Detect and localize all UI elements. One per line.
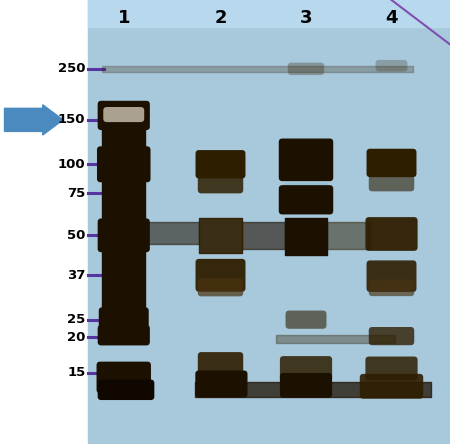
FancyBboxPatch shape — [366, 149, 417, 177]
FancyBboxPatch shape — [369, 279, 414, 296]
FancyBboxPatch shape — [98, 325, 150, 345]
FancyBboxPatch shape — [286, 311, 327, 329]
FancyBboxPatch shape — [98, 101, 150, 130]
FancyBboxPatch shape — [98, 380, 154, 400]
Text: 2: 2 — [214, 9, 227, 27]
FancyBboxPatch shape — [198, 175, 243, 194]
Text: 75: 75 — [67, 186, 86, 200]
FancyBboxPatch shape — [195, 259, 246, 292]
FancyBboxPatch shape — [279, 185, 333, 214]
Text: 1: 1 — [117, 9, 130, 27]
Text: 100: 100 — [58, 158, 86, 171]
Text: 250: 250 — [58, 62, 86, 75]
FancyBboxPatch shape — [369, 175, 414, 191]
Text: 4: 4 — [385, 9, 398, 27]
FancyBboxPatch shape — [280, 356, 332, 381]
FancyBboxPatch shape — [376, 60, 408, 71]
FancyBboxPatch shape — [365, 357, 418, 381]
FancyBboxPatch shape — [195, 370, 248, 398]
FancyArrow shape — [4, 105, 63, 135]
FancyBboxPatch shape — [104, 107, 144, 122]
FancyBboxPatch shape — [284, 183, 328, 199]
FancyBboxPatch shape — [98, 218, 150, 252]
FancyBboxPatch shape — [97, 147, 150, 182]
Text: 37: 37 — [67, 269, 86, 282]
FancyBboxPatch shape — [279, 139, 333, 181]
FancyBboxPatch shape — [198, 278, 243, 297]
FancyBboxPatch shape — [366, 260, 417, 292]
FancyBboxPatch shape — [360, 374, 423, 399]
FancyBboxPatch shape — [97, 361, 151, 393]
Text: 15: 15 — [67, 366, 86, 380]
FancyBboxPatch shape — [99, 307, 148, 332]
FancyBboxPatch shape — [365, 217, 418, 251]
Text: 150: 150 — [58, 113, 86, 127]
Text: 20: 20 — [67, 331, 86, 344]
FancyBboxPatch shape — [280, 373, 332, 398]
FancyBboxPatch shape — [288, 63, 324, 75]
FancyBboxPatch shape — [198, 352, 243, 376]
Text: 3: 3 — [300, 9, 312, 27]
Text: 25: 25 — [67, 313, 86, 326]
FancyBboxPatch shape — [195, 150, 246, 178]
FancyBboxPatch shape — [369, 327, 414, 345]
Text: 50: 50 — [67, 229, 86, 242]
